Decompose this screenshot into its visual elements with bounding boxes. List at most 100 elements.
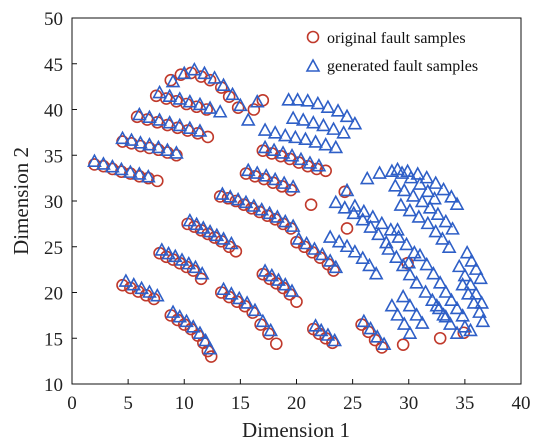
generated-sample-point [399,236,414,251]
generated-sample-point [198,332,213,347]
generated-sample-point [152,84,167,99]
generated-sample-point [436,307,451,321]
generated-sample-point [339,238,355,253]
generated-sample-point [182,212,198,227]
original-sample-point [222,90,236,103]
generated-sample-point [224,286,239,300]
x-tick-label: 20 [287,393,306,414]
generated-sample-point [426,266,441,280]
generated-sample-point [132,106,147,121]
generated-sample-point [402,202,418,217]
generated-sample-point [394,165,410,179]
generated-sample-point [420,183,436,198]
generated-sample-point [224,235,239,250]
generated-sample-point [165,304,181,318]
generated-sample-point [275,145,291,159]
generated-sample-point [412,176,428,190]
x-tick-label: 5 [123,393,133,414]
generated-sample-point [355,250,371,264]
x-tick-label: 0 [67,393,77,414]
original-sample-point [340,222,354,235]
generated-sample-point [328,259,344,274]
original-sample-point [290,295,303,308]
generated-sample-point [105,158,120,173]
generated-sample-point [134,280,149,295]
generated-sample-point [347,115,363,130]
generated-sample-point [240,162,256,177]
generated-sample-point [390,222,405,236]
generated-sample-point [140,169,156,183]
legend-circle-marker-icon [306,30,320,44]
x-axis-title: Dimension 1 [242,418,350,442]
generated-sample-point [402,266,418,281]
generated-sample-point [455,308,470,322]
generated-sample-point [185,319,201,333]
generated-sample-point [172,117,188,132]
x-tick-label: 40 [512,393,531,414]
generated-sample-point [133,135,148,149]
generated-sample-point [222,189,238,203]
generated-sample-point [410,166,426,180]
generated-sample-point [395,288,411,303]
generated-sample-point [391,229,406,243]
generated-sample-point [468,286,484,300]
original-sample-point [269,337,283,351]
generated-sample-point [420,215,436,230]
generated-sample-point [160,142,175,156]
generated-sample-point [246,198,262,212]
generated-sample-point [295,112,311,126]
original-sample-point [201,130,215,144]
generated-sample-point [114,161,129,176]
y-tick-label: 45 [44,55,63,76]
generated-sample-point [451,258,467,273]
generated-sample-point [449,325,465,339]
y-tick-label: 35 [44,146,63,167]
generated-sample-point [474,295,490,309]
generated-sample-point [115,130,130,145]
generated-sample-point [463,322,478,337]
generated-sample-point [192,325,208,339]
generated-sample-point [435,231,450,245]
generated-sample-point [436,181,451,196]
generated-sample-point [445,221,460,235]
generated-sample-point [254,201,270,216]
original-sample-point [151,174,164,188]
legend-triangle-marker-icon [305,58,321,72]
generated-sample-point [328,139,344,154]
generated-sample-point [277,213,293,228]
generated-sample-point [372,165,387,179]
x-tick-label: 25 [343,393,362,414]
generated-sample-point [363,219,378,233]
generated-sample-point [162,88,178,102]
generated-sample-point [288,129,303,144]
generated-sample-point [411,209,427,223]
generated-sample-point [240,112,256,126]
generated-sample-point [215,186,230,200]
generated-sample-point [339,108,355,123]
generated-sample-point [284,147,300,162]
generated-sample-point [212,104,228,118]
generated-sample-point [172,309,188,323]
generated-sample-point [418,284,433,298]
generated-sample-point [188,259,203,274]
generated-sample-point [161,245,176,260]
generated-sample-point [123,164,138,178]
generated-sample-point [369,329,385,343]
generated-sample-point [298,131,313,145]
generated-sample-point [192,123,208,137]
generated-sample-point [328,194,344,209]
generated-sample-point [449,300,465,315]
generated-sample-point [281,92,296,106]
generated-sample-point [249,165,265,179]
x-axis: 0 5 10 15 20 25 30 35 40 [67,379,531,414]
generated-sample-point [355,212,371,226]
y-axis-title: Dimension 2 [9,147,33,255]
generated-sample-point [149,287,165,302]
generated-sample-point [444,292,459,307]
generated-sample-point [384,298,400,312]
generated-sample-point [475,313,491,328]
generated-sample-point [473,270,488,285]
original-sample-point [159,92,173,105]
generated-sample-point [326,121,341,135]
generated-sample-point [390,161,405,176]
